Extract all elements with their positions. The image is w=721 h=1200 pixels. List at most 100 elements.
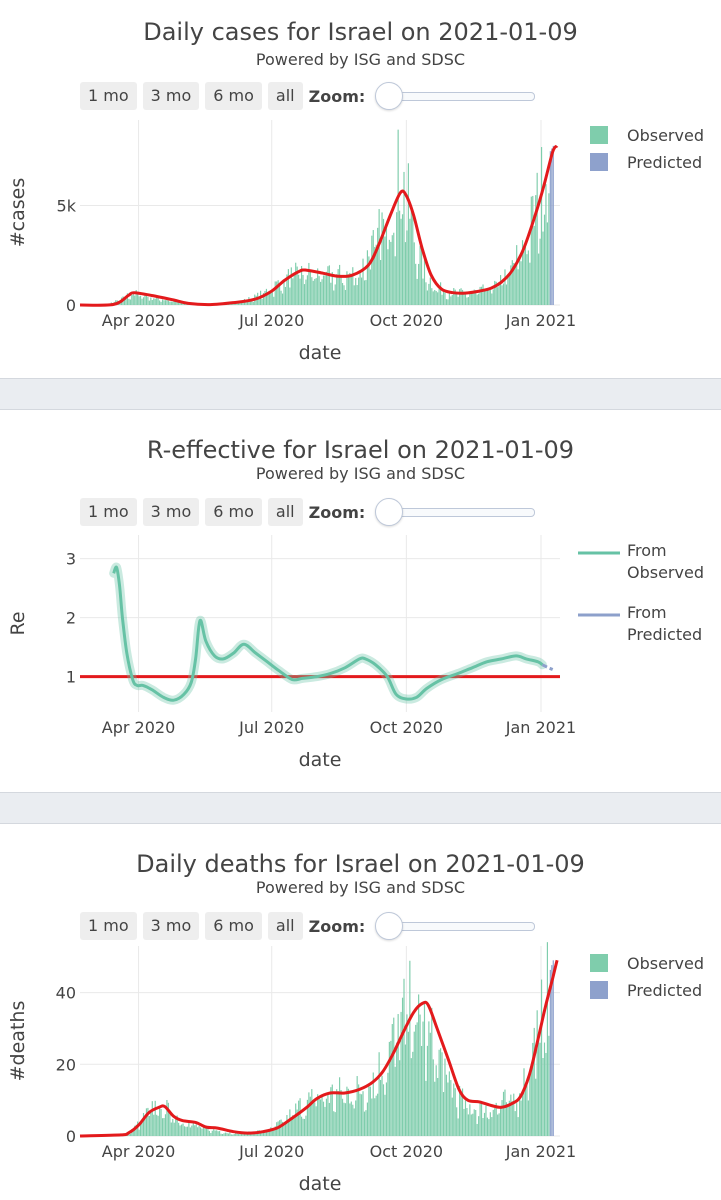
bar-observed: [393, 1017, 395, 1136]
zoom-slider[interactable]: [375, 498, 536, 526]
bar-observed: [264, 1131, 266, 1136]
bar-observed: [500, 1105, 502, 1136]
bar-observed: [516, 245, 518, 305]
bar-observed: [296, 1109, 298, 1136]
range-button-1-mo[interactable]: 1 mo: [80, 82, 137, 110]
legend-label[interactable]: From Observed: [627, 541, 704, 582]
bar-observed: [371, 1098, 373, 1136]
zoom-slider-knob[interactable]: [375, 498, 404, 526]
bar-observed: [404, 1044, 407, 1136]
range-button-1-mo[interactable]: 1 mo: [80, 498, 137, 526]
bar-observed: [397, 1014, 399, 1136]
bar-observed: [254, 1133, 256, 1136]
range-button-6-mo[interactable]: 6 mo: [205, 912, 262, 940]
bar-observed: [170, 301, 172, 305]
bar-observed: [330, 1087, 332, 1136]
legend-swatch: [590, 153, 608, 171]
range-button-all[interactable]: all: [267, 912, 303, 940]
legend-label[interactable]: From Predicted: [627, 603, 702, 644]
bar-observed: [516, 1103, 518, 1136]
bar-observed: [397, 129, 399, 305]
range-button-6-mo[interactable]: 6 mo: [205, 498, 262, 526]
range-controls: 1 mo 3 mo 6 mo all Zoom:: [80, 912, 536, 940]
bar-observed: [217, 1131, 219, 1136]
bar-observed: [488, 288, 490, 305]
bar-observed: [505, 284, 508, 305]
zoom-slider[interactable]: [375, 82, 536, 110]
bar-observed: [315, 1106, 317, 1136]
bar-observed: [216, 1130, 218, 1136]
bar-observed: [423, 258, 426, 305]
bar-observed: [318, 1097, 320, 1136]
bar-observed: [169, 1112, 171, 1136]
zoom-slider-knob[interactable]: [375, 82, 404, 110]
bar-observed: [126, 293, 128, 305]
bar-observed: [159, 1108, 161, 1136]
bar-observed: [330, 282, 332, 305]
bar-observed: [387, 249, 389, 305]
legend-swatch: [590, 126, 608, 144]
bar-observed: [290, 1120, 292, 1136]
bar-observed: [333, 1111, 335, 1136]
bar-observed: [251, 1133, 253, 1136]
bar-observed: [166, 1099, 168, 1136]
bar-observed: [284, 1122, 287, 1136]
bar-observed: [347, 1088, 349, 1136]
bar-observed: [125, 297, 127, 305]
bar-observed: [412, 215, 414, 305]
bar-observed: [148, 300, 150, 305]
bar-predicted: [551, 148, 553, 305]
zoom-slider-knob[interactable]: [375, 912, 404, 940]
bar-predicted: [552, 960, 554, 1136]
bar-observed: [232, 303, 234, 305]
bar-observed: [513, 1093, 515, 1136]
bar-observed: [374, 246, 376, 305]
legend-label[interactable]: Predicted: [627, 153, 702, 172]
bar-observed: [314, 278, 316, 305]
x-tick-label: Apr 2020: [102, 1142, 175, 1161]
range-button-all[interactable]: all: [267, 82, 303, 110]
bar-observed: [344, 289, 347, 305]
y-tick-label: 40: [56, 984, 76, 1003]
range-button-1-mo[interactable]: 1 mo: [80, 912, 137, 940]
bar-observed: [418, 263, 420, 305]
bar-observed: [527, 1100, 529, 1136]
bar-observed: [540, 147, 543, 305]
bar-observed: [140, 1122, 142, 1136]
range-button-all[interactable]: all: [267, 498, 303, 526]
bar-observed: [464, 292, 467, 305]
range-button-3-mo[interactable]: 3 mo: [142, 82, 200, 110]
range-button-3-mo[interactable]: 3 mo: [142, 912, 200, 940]
bar-observed: [393, 232, 395, 305]
bar-observed: [501, 1100, 503, 1136]
bar-observed: [271, 292, 273, 305]
bar-observed: [360, 1094, 363, 1136]
bar-observed: [480, 1101, 483, 1136]
bar-observed: [287, 269, 289, 305]
legend-label[interactable]: Observed: [627, 954, 704, 973]
bar-observed: [320, 1099, 322, 1136]
zoom-slider[interactable]: [375, 912, 536, 940]
bar-observed: [224, 1132, 227, 1136]
bar-observed: [363, 1111, 366, 1136]
bar-observed: [331, 1084, 333, 1136]
bar-observed: [510, 1094, 512, 1136]
bar-observed: [331, 272, 333, 305]
bar-observed: [463, 291, 465, 305]
legend-label[interactable]: Observed: [627, 126, 704, 145]
bar-observed: [195, 1124, 197, 1136]
bar-observed: [454, 1088, 456, 1136]
bar-observed: [485, 1105, 487, 1136]
bar-observed: [268, 292, 270, 305]
bar-observed: [426, 1045, 428, 1136]
bar-observed: [183, 1126, 186, 1136]
bar-observed: [419, 245, 421, 305]
range-button-6-mo[interactable]: 6 mo: [205, 82, 262, 110]
x-axis-label: date: [299, 342, 342, 364]
legend-label[interactable]: Predicted: [627, 981, 702, 1000]
range-controls: 1 mo 3 mo 6 mo all Zoom:: [80, 82, 536, 110]
bar-observed: [486, 1117, 488, 1136]
bar-observed: [166, 300, 168, 305]
range-button-3-mo[interactable]: 3 mo: [142, 498, 200, 526]
bar-observed: [246, 1133, 248, 1136]
